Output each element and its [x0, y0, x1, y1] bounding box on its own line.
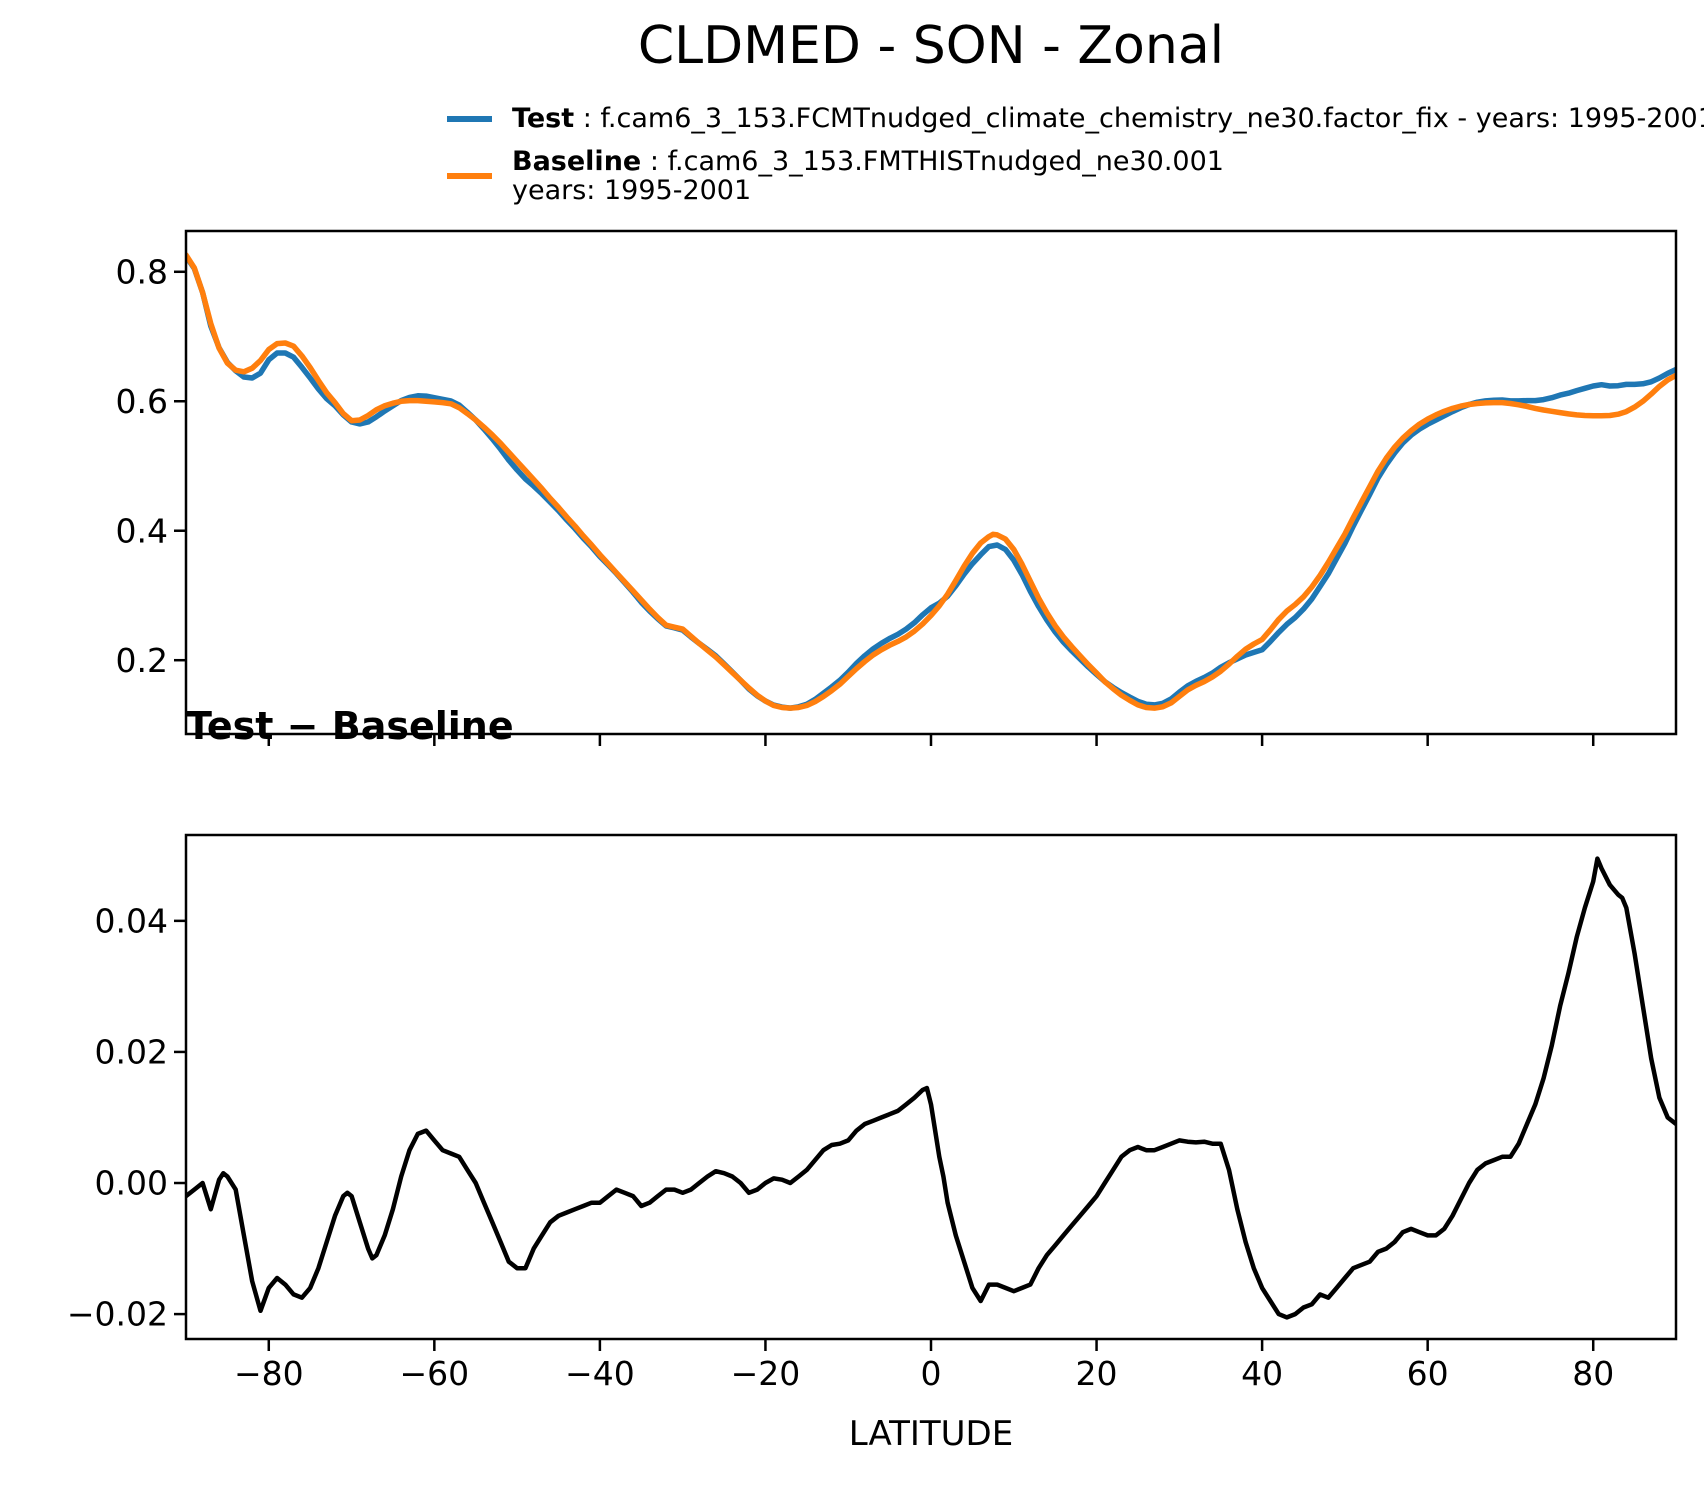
test-line-swatch: [447, 115, 492, 122]
x-tick-label: 40: [1241, 1354, 1283, 1393]
legend-entry-baseline: Baseline : f.cam6_3_153.FMTHISTnudged_ne…: [447, 145, 1704, 207]
x-tick-label: 80: [1572, 1354, 1614, 1393]
legend-baseline-years: years: 1995-2001: [512, 175, 752, 207]
x-tick-label: −60: [400, 1354, 470, 1393]
legend-baseline-name: Baseline: [512, 145, 642, 177]
y-tick-label: 0.8: [116, 252, 168, 291]
x-tick-label: −80: [234, 1354, 304, 1393]
axis-ticks: 0.2 0.4 0.6 0.8: [116, 252, 1595, 746]
x-tick-label: 20: [1076, 1354, 1118, 1393]
plot-frame: [184, 229, 1678, 736]
legend-test-name: Test: [512, 103, 575, 134]
difference-panel-title: Test − Baseline: [186, 704, 514, 748]
difference-line: [186, 856, 1676, 1320]
y-tick-label: 0.2: [116, 641, 168, 680]
axis-ticks: −80 −60 −40 −20 0 20 40 60 80 −0.02 0.00 0.02 0.04: [67, 901, 1614, 1393]
legend-entry-test: Test : f.cam6_3_153.FCMTnudged_climate_c…: [447, 104, 1704, 134]
x-tick-label: 0: [921, 1354, 942, 1393]
difference-plot: −80 −60 −40 −20 0 20 40 60 80 −0.02 0.00 0.02 0.04: [67, 833, 1678, 1393]
y-tick-label: 0.4: [116, 511, 168, 550]
y-tick-label: 0.6: [116, 382, 168, 421]
legend: Test : f.cam6_3_153.FCMTnudged_climate_c…: [447, 104, 1704, 206]
chart-title: CLDMED - SON - Zonal: [637, 16, 1225, 76]
y-tick-label: 0.02: [95, 1032, 168, 1071]
x-tick-label: 60: [1407, 1354, 1449, 1393]
plot-frame: [184, 833, 1678, 1341]
x-axis-label: LATITUDE: [848, 1414, 1014, 1454]
x-tick-label: −20: [731, 1354, 801, 1393]
baseline-line-swatch: [447, 173, 492, 180]
legend-entry-test-label: Test : f.cam6_3_153.FCMTnudged_climate_c…: [512, 104, 1704, 134]
test-line: [186, 253, 1676, 711]
zonal-mean-plot: 0.2 0.4 0.6 0.8: [116, 229, 1678, 746]
baseline-line: [186, 252, 1676, 711]
y-tick-label: 0.04: [95, 901, 168, 940]
x-tick-label: −40: [565, 1354, 635, 1393]
y-tick-label: −0.02: [67, 1295, 168, 1334]
legend-test-desc: : f.cam6_3_153.FCMTnudged_climate_chemis…: [574, 103, 1704, 134]
y-tick-label: 0.00: [95, 1164, 168, 1203]
legend-baseline-desc: : f.cam6_3_153.FMTHISTnudged_ne30.001: [641, 145, 1224, 177]
legend-entry-baseline-label: Baseline : f.cam6_3_153.FMTHISTnudged_ne…: [512, 145, 1224, 207]
